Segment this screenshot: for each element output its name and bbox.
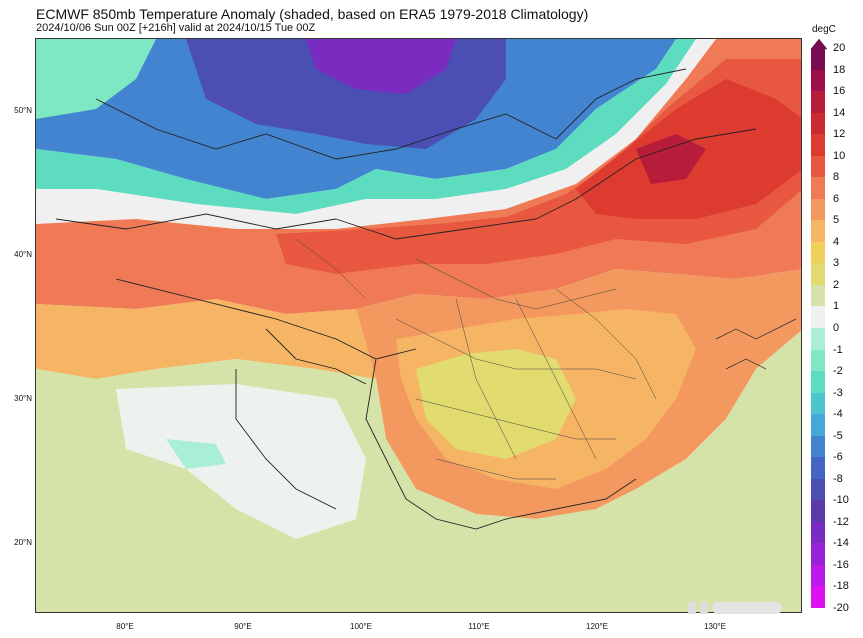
colorbar-segment (811, 306, 825, 329)
region-northeast-core (636, 134, 706, 184)
region-south-neutral (116, 384, 366, 539)
coastline-japan (715, 318, 797, 370)
colorbar-segment (811, 48, 825, 71)
watermark-logo (688, 602, 782, 614)
colorbar-tick-label: -2 (833, 365, 843, 378)
colorbar-tick-label: -14 (833, 537, 849, 550)
province-borders (295, 238, 657, 480)
colorbar-segment (811, 414, 825, 437)
lat-label-40: 40°N (14, 250, 32, 259)
colorbar-tick-label: 10 (833, 149, 846, 162)
lat-label-50: 50°N (14, 106, 32, 115)
colorbar-tick-label: 1 (833, 300, 840, 313)
lat-label-30: 30°N (14, 394, 32, 403)
region-north-violet (306, 39, 456, 94)
region-northwest-teal (36, 39, 156, 119)
colorbar-segment (811, 586, 825, 609)
lon-label-80: 80°E (116, 622, 134, 631)
colorbar-tick-label: 2 (833, 278, 840, 291)
colorbar-segment (811, 284, 825, 307)
region-west-warm (36, 299, 376, 379)
region-teal-band (36, 39, 696, 214)
colorbar-segment (811, 91, 825, 114)
colorbar-segment (811, 392, 825, 415)
colorbar-segment (811, 521, 825, 544)
colorbar-tick-label: -20 (833, 602, 849, 614)
colorbar-segment (811, 564, 825, 587)
map-svg (36, 39, 801, 612)
colorbar-segment (811, 112, 825, 135)
colorbar-segment (811, 198, 825, 221)
colorbar-tick-label: -12 (833, 515, 849, 528)
colorbar-segment (811, 478, 825, 501)
colorbar-unit: degC (812, 24, 836, 35)
lon-label-110: 110°E (468, 622, 490, 631)
colorbar-tick-label: 18 (833, 63, 846, 76)
colorbar-tick-label: -16 (833, 558, 849, 571)
colorbar-tick-label: 8 (833, 171, 840, 184)
chart-subtitle: 2024/10/06 Sun 00Z [+216h] valid at 2024… (36, 22, 316, 34)
colorbar-tick-label: 0 (833, 322, 840, 334)
lon-label-100: 100°E (350, 622, 372, 631)
lat-label-20: 20°N (14, 538, 32, 547)
colorbar-tick-label: 16 (833, 85, 846, 98)
colorbar-segment (811, 241, 825, 264)
colorbar-tick-label: -8 (833, 472, 843, 485)
colorbar-segment (811, 263, 825, 286)
colorbar-segment (811, 349, 825, 372)
country-borders (55, 68, 757, 530)
colorbar-segment (811, 220, 825, 243)
colorbar (811, 48, 825, 609)
colorbar-tick-label: -3 (833, 386, 843, 399)
lon-label-130: 130°E (704, 622, 726, 631)
colorbar-tick-label: 20 (833, 42, 846, 54)
colorbar-segment (811, 177, 825, 200)
colorbar-tick-label: -5 (833, 429, 843, 442)
region-warm-core (276, 59, 801, 274)
region-near-zero (36, 39, 716, 229)
colorbar-segment (811, 457, 825, 480)
colorbar-segment (811, 543, 825, 566)
colorbar-tick-label: 14 (833, 106, 846, 119)
colorbar-segment (811, 500, 825, 523)
colorbar-tick-label: -4 (833, 408, 843, 421)
colorbar-tick-label: 12 (833, 128, 846, 141)
colorbar-segment (811, 69, 825, 92)
colorbar-segment (811, 435, 825, 458)
region-teal-patch (166, 439, 226, 469)
colorbar-tick-label: 4 (833, 235, 840, 248)
anomaly-map[interactable] (35, 38, 802, 613)
region-china-yellow (416, 349, 576, 459)
colorbar-segment (811, 155, 825, 178)
colorbar-tick-label: -1 (833, 343, 843, 356)
colorbar-segment (811, 328, 825, 351)
region-warm-belt (36, 39, 801, 314)
chart-title: ECMWF 850mb Temperature Anomaly (shaded,… (36, 6, 589, 22)
colorbar-tick-label: 5 (833, 214, 840, 227)
colorbar-tick-label: -10 (833, 494, 849, 507)
colorbar-segment (811, 371, 825, 394)
colorbar-tick-label: 6 (833, 192, 840, 205)
colorbar-tick-label: 3 (833, 257, 840, 270)
colorbar-tick-label: -6 (833, 451, 843, 464)
colorbar-segment (811, 134, 825, 157)
lon-label-120: 120°E (586, 622, 608, 631)
colorbar-tick-label: -18 (833, 580, 849, 593)
lon-label-90: 90°E (234, 622, 252, 631)
